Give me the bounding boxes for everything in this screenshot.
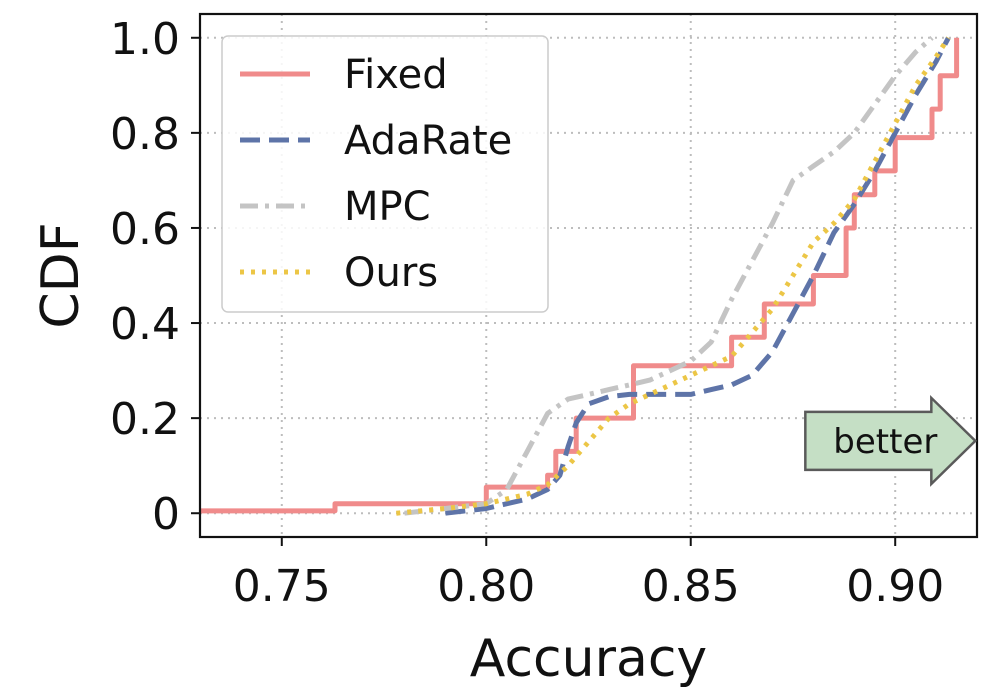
y-tick-label: 0 — [152, 489, 180, 540]
legend-label-adarate: AdaRate — [344, 118, 512, 164]
x-tick-label: 0.90 — [846, 561, 944, 612]
x-axis-label: Accuracy — [470, 629, 707, 689]
legend-box — [221, 35, 549, 313]
x-tick-label: 0.75 — [233, 561, 331, 612]
better-annotation: better — [804, 394, 978, 487]
plot-frame — [198, 12, 979, 539]
series-lines — [200, 35, 960, 516]
y-tick-label: 1.0 — [110, 14, 180, 65]
axis-ticks: 0.75 0.80 0.85 0.90 0 0.2 0.4 0.6 0.8 1.0 — [110, 14, 944, 612]
better-label: better — [833, 422, 937, 462]
series-line-mpc — [404, 35, 934, 516]
x-tick-label: 0.85 — [642, 561, 740, 612]
x-tick-label: 0.80 — [437, 561, 535, 612]
legend-label-fixed: Fixed — [344, 52, 448, 98]
series-line-adarate — [445, 36, 951, 516]
y-axis-label: CDF — [31, 222, 91, 328]
legend-label-mpc: MPC — [344, 184, 431, 230]
y-tick-label: 0.6 — [110, 204, 180, 255]
y-tick-label: 0.4 — [110, 299, 180, 350]
y-tick-label: 0.2 — [110, 394, 180, 445]
y-tick-label: 0.8 — [110, 109, 180, 160]
legend: Fixed AdaRate MPC Ours — [221, 35, 549, 313]
series-line-ours — [396, 36, 951, 516]
legend-label-ours: Ours — [344, 250, 438, 296]
better-arrow-icon — [804, 394, 978, 487]
